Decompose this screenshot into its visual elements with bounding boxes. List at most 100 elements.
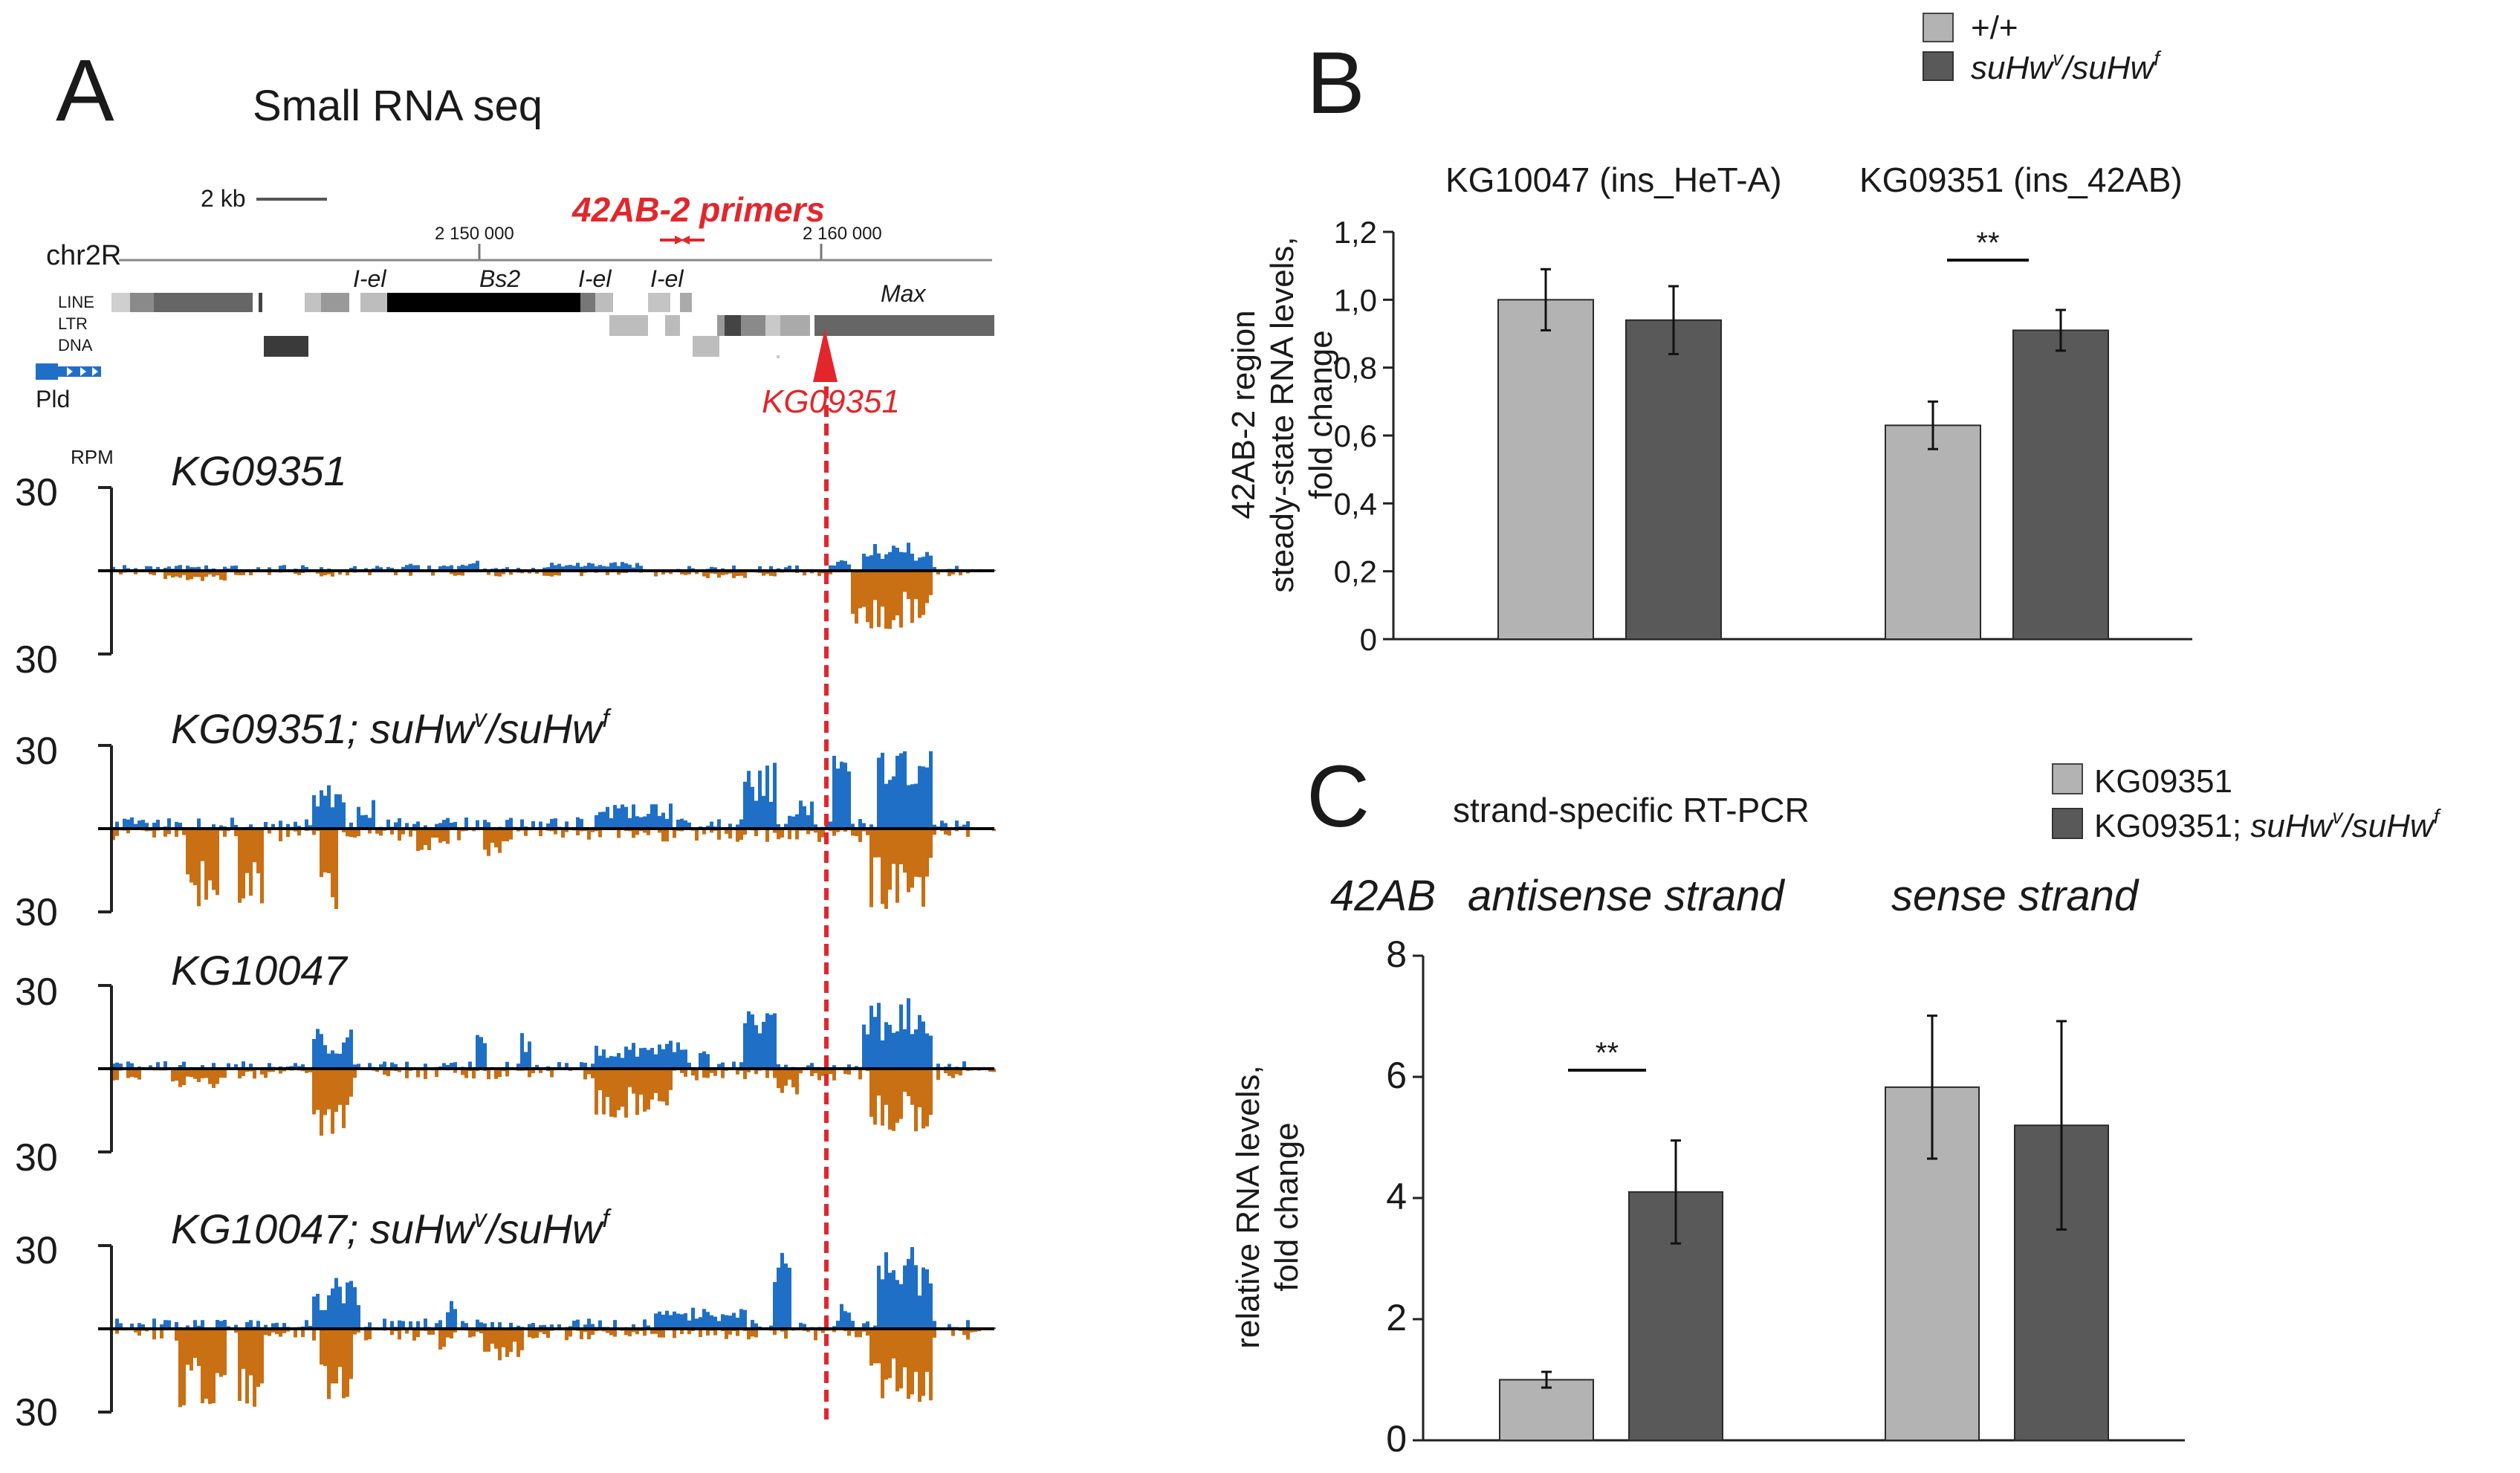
plus-strand-coverage	[111, 998, 996, 1069]
scale-bar-label: 2 kb	[201, 185, 245, 212]
line-track	[111, 293, 692, 312]
track-4-top-tick: 30	[15, 1229, 58, 1272]
track-1-label: KG09351	[171, 447, 347, 494]
y-tick-label: 0,8	[1334, 351, 1377, 386]
coverage-tracks: KG09351 30 30 KG09351; suHwv/suHwf 30 30…	[15, 447, 996, 1434]
minus-strand-coverage	[111, 571, 996, 629]
y-tick-label: 1,0	[1334, 282, 1377, 317]
panel-c-group-label-2: sense strand	[1891, 872, 2140, 920]
panel-b-ylabel-line-3: fold change	[1303, 330, 1339, 499]
track-label-dna: DNA	[58, 336, 93, 355]
minus-strand-coverage	[111, 1329, 996, 1408]
y-tick-label: 0	[1386, 1418, 1407, 1460]
track-1-top-tick: 30	[15, 471, 58, 514]
track-4-label: KG10047; suHwv/suHwf	[171, 1205, 612, 1252]
y-tick-label: 1,2	[1334, 215, 1377, 250]
bar	[1625, 319, 1722, 640]
track-3-top-tick: 30	[15, 971, 58, 1014]
y-tick-label: 0,6	[1334, 418, 1377, 453]
panel-c-letter: C	[1306, 748, 1370, 846]
dna-track	[264, 336, 780, 358]
bar	[1499, 1379, 1594, 1441]
panel-b: B KG10047 (ins_HeT-A) KG09351 (ins_42AB)…	[1225, 34, 2192, 657]
panel-c-ylabel-line-1: relative RNA levels,	[1230, 1065, 1266, 1348]
panel-a-letter: A	[56, 42, 114, 140]
legend-c-item-2: KG09351; suHwv/suHwf	[2094, 805, 2442, 844]
element-label-bs2: Bs2	[479, 265, 520, 292]
track-1-bottom-tick: 30	[15, 638, 58, 682]
legend-b: +/+ suHwv/suHwf	[1923, 10, 2162, 86]
legend-c-swatch-dark	[2052, 808, 2083, 839]
plus-strand-coverage	[111, 1247, 996, 1329]
track-4-coverage	[98, 1244, 996, 1414]
insertion-label: KG09351	[762, 383, 900, 420]
y-tick-label: 8	[1386, 933, 1407, 975]
legend-c-item-1: KG09351	[2094, 763, 2232, 800]
panel-b-ylabel-line-1: 42AB-2 region	[1225, 310, 1262, 519]
primer-arrows	[660, 236, 705, 245]
primers-label: 42AB-2 primers	[571, 190, 825, 229]
bar	[1885, 424, 1981, 640]
element-label-iel-2: I-el	[578, 265, 612, 292]
pld-gene-icon	[36, 363, 101, 380]
legend-b-swatch-dark	[1923, 51, 1954, 81]
plus-strand-coverage	[111, 543, 996, 571]
coverage-track-1: KG09351 30 30	[15, 447, 996, 682]
y-tick-label: 2	[1386, 1297, 1407, 1338]
coverage-track-3: KG10047 30 30	[15, 947, 996, 1179]
panel-b-ylabel-line-2: steady-state RNA levels,	[1264, 236, 1301, 592]
y-tick-label: 0,4	[1334, 486, 1377, 521]
panel-c-group-prefix: 42AB	[1330, 872, 1436, 920]
panel-c-ylabel-line-2: fold change	[1269, 1122, 1305, 1292]
panel-c-subtitle: strand-specific RT-PCR	[1453, 791, 1810, 829]
panel-b-group-label-2: KG09351 (ins_42AB)	[1859, 161, 2183, 199]
chromosome-label: chr2R	[46, 240, 121, 271]
track-1-coverage	[98, 486, 996, 655]
panel-c-group-label-1: antisense strand	[1468, 872, 1785, 920]
plus-strand-coverage	[111, 751, 996, 829]
legend-b-item-1: +/+	[1971, 10, 2018, 46]
legend-b-item-2: suHwv/suHwf	[1971, 47, 2162, 86]
panel-c-plot: 0 2 4 6 8 **	[1386, 933, 2185, 1460]
ltr-track	[609, 315, 994, 336]
track-3-coverage	[98, 984, 996, 1153]
legend-c: KG09351 KG09351; suHwv/suHwf	[2052, 763, 2442, 844]
panel-a-title: Small RNA seq	[253, 82, 542, 130]
element-label-max: Max	[881, 280, 926, 307]
rpm-label: RPM	[71, 446, 114, 468]
insertion-marker-icon	[813, 328, 838, 382]
gene-label-pld: Pld	[36, 386, 70, 412]
track-label-line: LINE	[58, 293, 94, 311]
panel-b-ylabel: 42AB-2 region steady-state RNA levels, f…	[1225, 236, 1339, 592]
track-2-bottom-tick: 30	[15, 891, 58, 934]
track-2-label: KG09351; suHwv/suHwf	[171, 705, 612, 752]
legend-c-swatch-light	[2052, 763, 2083, 794]
coverage-track-4: KG10047; suHwv/suHwf 30 30	[15, 1205, 996, 1434]
bar	[1497, 299, 1594, 640]
track-3-bottom-tick: 30	[15, 1136, 58, 1179]
y-tick-label: 4	[1386, 1176, 1407, 1217]
panel-c: C strand-specific RT-PCR 42AB antisense …	[1230, 748, 2185, 1460]
element-label-iel-3: I-el	[650, 265, 684, 292]
panel-b-group-label-1: KG10047 (ins_HeT-A)	[1445, 161, 1782, 199]
coordinate-label-1: 2 150 000	[435, 224, 514, 244]
panel-b-letter: B	[1306, 34, 1365, 132]
track-2-coverage	[98, 744, 996, 913]
track-3-label: KG10047	[171, 947, 348, 994]
panel-c-ylabel: relative RNA levels, fold change	[1230, 1065, 1305, 1348]
significance-label: **	[1976, 227, 1999, 259]
element-label-iel-1: I-el	[353, 265, 386, 292]
y-tick-label: 0,2	[1334, 554, 1377, 589]
legend-b-swatch-light	[1923, 13, 1954, 42]
track-4-bottom-tick: 30	[15, 1391, 58, 1434]
bar	[2012, 329, 2109, 640]
minus-strand-coverage	[111, 1069, 996, 1136]
y-tick-label: 0	[1360, 622, 1377, 657]
significance-label: **	[1596, 1037, 1619, 1069]
y-tick-label: 6	[1386, 1055, 1407, 1096]
panel-a: A Small RNA seq 2 kb 42AB-2 primers 2 15…	[15, 42, 996, 1434]
coordinate-label-2: 2 160 000	[803, 224, 882, 244]
track-2-top-tick: 30	[15, 730, 58, 773]
minus-strand-coverage	[111, 829, 996, 909]
